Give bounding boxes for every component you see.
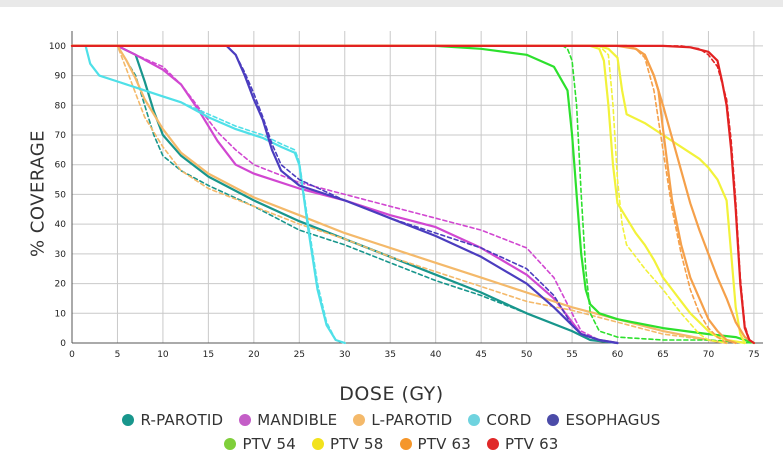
legend-swatch bbox=[353, 414, 366, 426]
x-tick-label: 60 bbox=[612, 350, 624, 360]
series-line-ptv-54-dashed bbox=[71, 45, 755, 344]
series-line-ptv-54 bbox=[70, 44, 755, 345]
legend-label: R-PAROTID bbox=[140, 411, 224, 429]
series-line-cord bbox=[70, 44, 346, 345]
legend-label: PTV 58 bbox=[329, 435, 384, 453]
y-tick-label: 0 bbox=[60, 339, 66, 349]
x-tick-label: 5 bbox=[115, 350, 121, 360]
legend-item: PTV 63 bbox=[399, 435, 472, 453]
y-tick-label: 60 bbox=[55, 161, 67, 171]
series-line-esophagus-dashed bbox=[71, 45, 619, 344]
grid bbox=[71, 31, 763, 344]
legend-label: CORD bbox=[486, 411, 532, 429]
y-tick-label: 100 bbox=[49, 42, 66, 52]
legend-swatch bbox=[311, 438, 324, 450]
legend-label: PTV 63 bbox=[417, 435, 472, 453]
series-line-l-parotid-dashed bbox=[71, 45, 728, 344]
legend-label: L-PAROTID bbox=[371, 411, 453, 429]
legend-label: MANDIBLE bbox=[257, 411, 338, 429]
x-tick-label: 45 bbox=[475, 350, 486, 360]
legend-item: PTV 63 bbox=[487, 435, 559, 453]
legend-label: PTV 63 bbox=[505, 435, 559, 453]
legend-item: L-PAROTID bbox=[353, 411, 452, 429]
x-tick-label: 50 bbox=[521, 350, 533, 360]
y-axis-label: % COVERAGE bbox=[27, 129, 49, 258]
x-tick-label: 55 bbox=[566, 350, 577, 360]
x-tick-label: 35 bbox=[384, 350, 395, 360]
y-tick-label: 90 bbox=[55, 72, 67, 82]
x-tick-label: 25 bbox=[294, 350, 305, 360]
legend-label: ESOPHAGUS bbox=[565, 411, 661, 429]
legend-swatch bbox=[547, 414, 560, 426]
y-tick-label: 20 bbox=[55, 280, 67, 290]
x-tick-label: 0 bbox=[69, 350, 75, 360]
legend-swatch bbox=[468, 414, 481, 426]
y-tick-label: 30 bbox=[55, 250, 67, 260]
y-tick-label: 10 bbox=[55, 309, 67, 319]
legend-swatch bbox=[122, 414, 135, 426]
y-tick-label: 50 bbox=[55, 190, 67, 200]
top-banner-strip bbox=[0, 0, 783, 7]
legend-swatch bbox=[239, 414, 252, 426]
x-tick-label: 30 bbox=[339, 350, 351, 360]
y-tick-label: 40 bbox=[55, 220, 67, 230]
y-tick-label: 80 bbox=[55, 101, 67, 111]
tick-labels: 0 5 10 15 20 25 30 35 40 45 50 55 60 65 70 75 0 10 20 30 40 5… bbox=[49, 42, 760, 360]
series-line-mandible bbox=[70, 44, 619, 345]
x-tick-label: 15 bbox=[203, 350, 214, 360]
legend-item: PTV 58 bbox=[311, 435, 384, 453]
series-line-ptv-58-dashed bbox=[71, 45, 728, 344]
series-line-ptv-58 bbox=[70, 44, 746, 345]
series-line-r-parotid-dashed bbox=[71, 45, 619, 344]
y-tick-label: 70 bbox=[55, 131, 67, 141]
legend-label: PTV 54 bbox=[242, 435, 296, 453]
x-tick-label: 10 bbox=[157, 350, 169, 360]
legend-row-1: R-PAROTID MANDIBLE L-PAROTID CORD ESOPHAGUS bbox=[0, 411, 783, 429]
legend-item: CORD bbox=[468, 411, 531, 429]
legend-swatch bbox=[399, 438, 412, 450]
legend-row-2: PTV 54 PTV 58 PTV 63 PTV 63 bbox=[0, 435, 783, 453]
x-tick-label: 65 bbox=[657, 350, 668, 360]
series-line-ptv-58 bbox=[70, 44, 746, 345]
x-tick-label: 75 bbox=[748, 350, 759, 360]
series-line-ptv-63-dashed bbox=[71, 45, 755, 344]
legend-swatch bbox=[487, 438, 500, 450]
series-lines bbox=[70, 44, 755, 345]
legend-item: PTV 54 bbox=[224, 435, 296, 453]
legend-item: ESOPHAGUS bbox=[547, 411, 660, 429]
axes bbox=[71, 31, 763, 344]
series-line-cord-dashed bbox=[71, 45, 346, 344]
x-axis-label: DOSE (GY) bbox=[339, 383, 444, 405]
legend-swatch bbox=[224, 438, 237, 450]
x-tick-label: 20 bbox=[248, 350, 260, 360]
x-tick-label: 70 bbox=[703, 350, 715, 360]
x-tick-label: 40 bbox=[430, 350, 442, 360]
series-line-ptv-63 bbox=[70, 44, 737, 345]
legend-item: R-PAROTID bbox=[122, 411, 223, 429]
legend-item: MANDIBLE bbox=[239, 411, 337, 429]
